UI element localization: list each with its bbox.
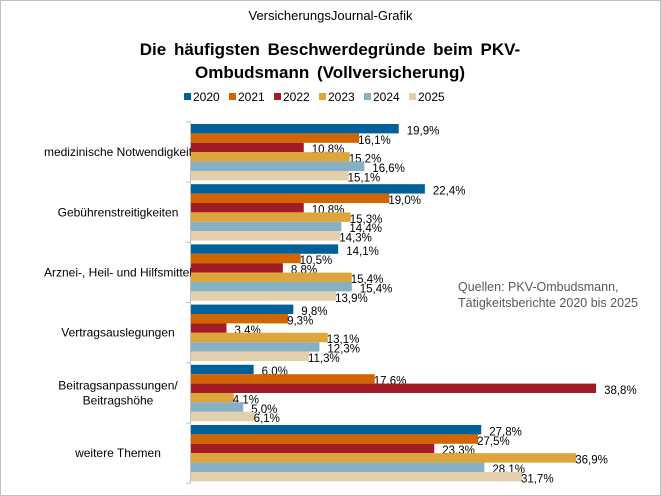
bar-2023 [191, 212, 351, 222]
bar-2025 [191, 231, 341, 241]
data-label-2020: 27,8% [489, 426, 522, 438]
data-label-2024: 16,6% [372, 163, 405, 175]
bar-2021 [191, 253, 301, 264]
bar-2024 [191, 282, 352, 292]
category-label: Arznei-, Heil- und Hilfsmittel [44, 266, 192, 280]
data-label-2024: 15,4% [360, 283, 393, 295]
category-label: weitere Themen [74, 446, 161, 460]
bar-2024 [191, 221, 342, 232]
category-label: medizinische Notwendigkeit [44, 145, 193, 159]
legend-swatch-2024 [364, 93, 371, 100]
bar-2021 [191, 133, 360, 143]
bar-2022 [191, 142, 304, 153]
category-label: Beitragsanpassungen/ [58, 378, 178, 392]
source-note: Quellen: PKV-Ombudsmann, Tätigkeitsberic… [458, 279, 638, 311]
legend-swatch-2025 [409, 93, 416, 100]
data-label-2020: 19,9% [407, 125, 440, 137]
data-label-2025: 6,1% [254, 413, 280, 425]
data-label-2021: 9,3% [287, 315, 313, 327]
data-label-2020: 14,1% [346, 246, 379, 258]
bar-2020 [191, 244, 339, 254]
category-label: Beitragshöhe [83, 393, 154, 407]
bar-2025 [191, 351, 309, 361]
data-label-2025: 13,9% [335, 293, 368, 305]
bar-2024 [191, 462, 485, 472]
legend-label-2025: 2025 [418, 90, 445, 104]
data-label-2021: 16,1% [358, 135, 391, 147]
bar-2021 [191, 374, 375, 384]
bar-2021 [191, 193, 390, 203]
bar-2020 [191, 425, 482, 435]
legend-swatch-2021 [229, 93, 236, 100]
bar-2020 [191, 124, 399, 134]
legend-label-2022: 2022 [283, 90, 310, 104]
note-line-2: Tätigkeitsberichte 2020 bis 2025 [458, 296, 638, 310]
legend-label-2021: 2021 [238, 90, 265, 104]
bar-2023 [191, 453, 577, 463]
data-label-2024: 14,4% [349, 223, 382, 235]
data-label-2025: 15,1% [348, 172, 381, 184]
category-label: Vertragsauslegungen [61, 326, 174, 340]
legend-swatch-2022 [274, 93, 281, 100]
legend-swatch-2020 [184, 93, 191, 100]
bar-2024 [191, 161, 365, 171]
data-label-2022: 38,8% [604, 385, 637, 397]
data-label-2021: 27,5% [477, 436, 510, 448]
title-line-2: Ombudsmann (Vollversicherung) [194, 63, 465, 82]
data-label-2023: 36,9% [575, 455, 608, 467]
bar-2021 [191, 434, 479, 444]
bar-2023 [191, 152, 350, 162]
data-label-2023: 15,3% [350, 214, 383, 226]
data-label-2025: 31,7% [521, 473, 554, 485]
data-label-2021: 10,5% [300, 255, 333, 267]
data-label-2025: 11,3% [308, 353, 340, 365]
bar-2021 [191, 314, 289, 324]
bar-2025 [191, 291, 337, 301]
data-label-2025: 14,3% [339, 233, 372, 245]
source-label: VersicherungsJournal-Grafik [248, 8, 413, 23]
data-label-2024: 5,0% [251, 404, 277, 416]
legend-label-2024: 2024 [373, 90, 400, 104]
bar-2022 [191, 263, 283, 273]
bar-2020 [191, 184, 425, 194]
category-label: Gebührenstreitigkeiten [58, 205, 179, 219]
bar-2023 [191, 332, 328, 343]
data-label-2021: 19,0% [388, 195, 421, 207]
bar-2024 [191, 342, 320, 352]
data-label-2024: 12,3% [327, 344, 360, 356]
bar-2023 [191, 393, 234, 403]
legend-label-2020: 2020 [193, 90, 220, 104]
bar-2020 [191, 364, 254, 375]
bar-2024 [191, 402, 244, 412]
bar-2020 [191, 304, 294, 314]
data-label-2020: 22,4% [433, 186, 466, 198]
data-label-2023: 13,1% [327, 334, 360, 346]
note-line-1: Quellen: PKV-Ombudsmann, [458, 280, 619, 294]
bar-2022 [191, 383, 597, 393]
bar-2022 [191, 443, 435, 454]
bar-2025 [191, 411, 255, 422]
bar-2023 [191, 272, 352, 282]
data-label-2023: 15,4% [351, 274, 384, 286]
legend-swatch-2023 [319, 93, 326, 100]
bar-2022 [191, 203, 304, 213]
chart-title: Die häufigsten Beschwerdegründe beim PKV… [80, 38, 580, 84]
title-line-1: Die häufigsten Beschwerdegründe beim PKV… [139, 40, 521, 59]
data-label-2020: 9,8% [301, 306, 327, 318]
legend-label-2023: 2023 [328, 90, 355, 104]
bar-2025 [191, 171, 349, 181]
bar-2022 [191, 323, 227, 333]
bar-2025 [191, 472, 522, 482]
